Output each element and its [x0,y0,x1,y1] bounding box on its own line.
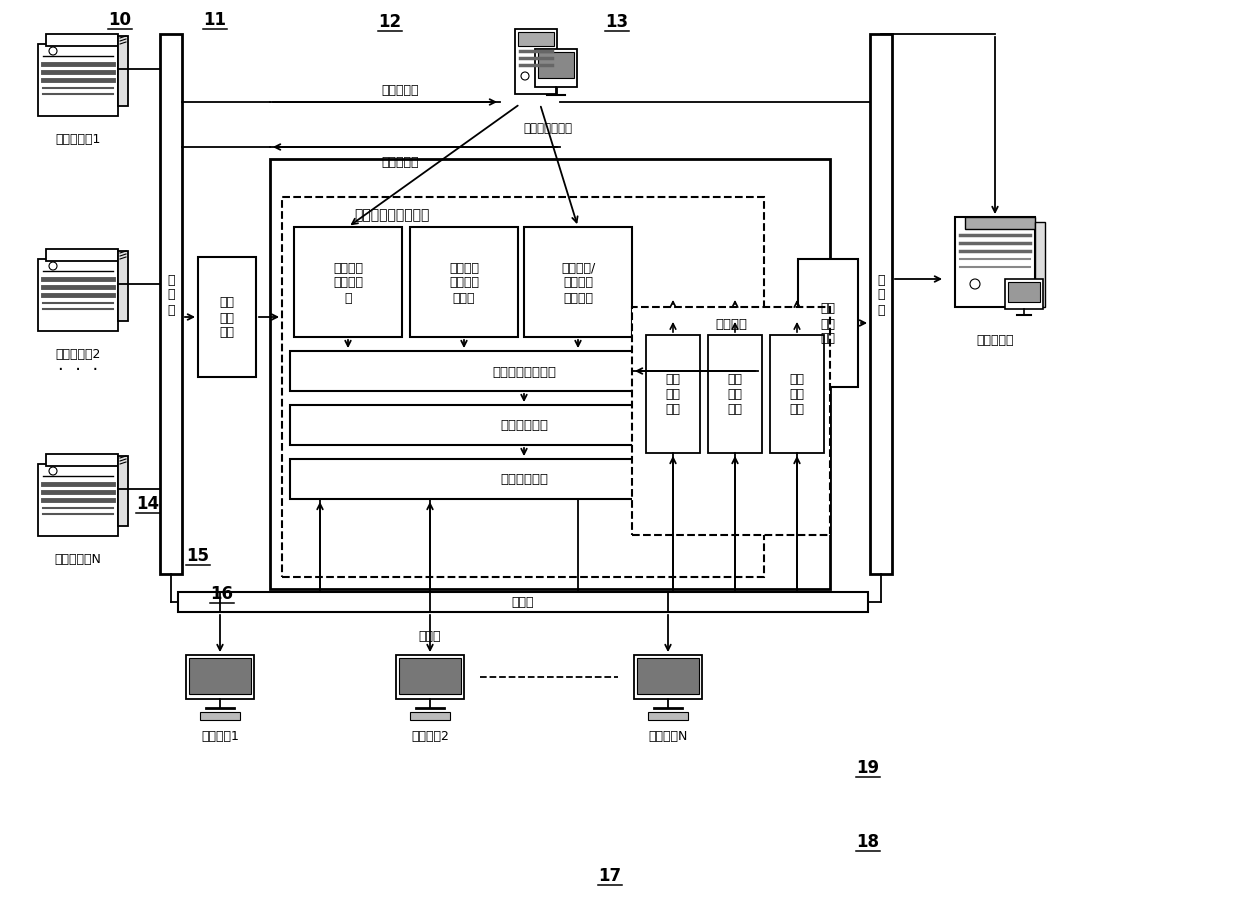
Text: 通道
管理
模块: 通道 管理 模块 [666,373,681,416]
Bar [179,592,868,612]
Bar [1035,223,1045,308]
Bar [410,228,518,338]
Bar [46,250,118,262]
Text: 状态监测与故障诊断: 状态监测与故障诊断 [355,208,430,222]
Bar [396,656,464,699]
Text: 数据服务器2: 数据服务器2 [56,348,100,360]
Bar [294,228,402,338]
Bar [270,160,830,590]
Bar [518,33,554,47]
Bar [38,464,118,536]
Text: 已解析数据: 已解析数据 [381,84,419,98]
Text: 19: 19 [857,759,879,777]
Bar [649,712,688,721]
Text: 18: 18 [857,832,879,850]
Bar [198,257,255,377]
Bar [799,260,858,387]
Text: 数据
解析
模块: 数据 解析 模块 [219,296,234,340]
Bar [955,218,1035,308]
Bar [200,712,241,721]
Text: ·  ·  ·: · · · [58,360,98,378]
Text: 数据服务器N: 数据服务器N [55,553,102,565]
Text: 以太网: 以太网 [512,596,534,609]
Text: 10: 10 [109,11,131,29]
Text: 电气传感
器振荡分
析模块: 电气传感 器振荡分 析模块 [449,261,479,304]
Circle shape [50,468,57,476]
Bar [637,658,699,694]
Bar [515,30,557,95]
Bar [290,405,758,445]
Text: 数据服务器1: 数据服务器1 [56,133,100,146]
Bar [634,656,702,699]
Bar [46,35,118,47]
Bar [1008,283,1040,303]
Text: 标准
管理
模块: 标准 管理 模块 [728,373,743,416]
Text: 监控视图模块: 监控视图模块 [500,473,548,486]
Text: 以
太
网: 以 太 网 [877,274,885,316]
Text: 数据管理: 数据管理 [715,318,746,330]
Bar [534,50,577,88]
Text: 故障
反馈
模块: 故障 反馈 模块 [790,373,805,416]
Text: 15: 15 [186,546,210,564]
Bar [186,656,254,699]
Bar [538,53,574,79]
Bar [525,228,632,338]
Text: 故障报警模块: 故障报警模块 [500,419,548,432]
Bar [708,336,763,453]
Bar [290,351,758,392]
Circle shape [970,280,980,290]
Text: 以太网: 以太网 [419,628,441,642]
Bar [770,336,825,453]
Text: 12: 12 [378,13,402,31]
Circle shape [50,263,57,271]
Text: 报表
报送
模块: 报表 报送 模块 [821,303,836,345]
Text: 旋转部件/
振动信号
分析模块: 旋转部件/ 振动信号 分析模块 [560,261,595,304]
Bar [38,45,118,116]
Text: 电脑终端1: 电脑终端1 [201,730,239,742]
Text: 电脑终端2: 电脑终端2 [412,730,449,742]
Bar [38,260,118,331]
Bar [870,35,892,574]
Circle shape [50,48,57,56]
Bar [399,658,461,694]
Bar [188,658,250,694]
Text: 伺服阀差
值分析模
块: 伺服阀差 值分析模 块 [334,261,363,304]
Bar [118,37,128,107]
Bar [965,218,1035,229]
Text: 以
太
网: 以 太 网 [167,274,175,316]
Text: 11: 11 [203,11,227,29]
Bar [632,308,830,535]
Bar [118,457,128,526]
Bar [160,35,182,574]
Text: 16: 16 [211,584,233,602]
Text: 待解析通道: 待解析通道 [381,155,419,168]
Bar [646,336,701,453]
Bar [290,460,758,499]
Bar [1004,280,1043,310]
Bar [281,198,764,577]
Text: 信息综合处理模块: 信息综合处理模块 [492,365,556,378]
Text: 应用程序服务器: 应用程序服务器 [523,122,573,135]
Text: 14: 14 [136,495,160,512]
Circle shape [521,73,529,81]
Text: 管理服务器: 管理服务器 [976,333,1014,347]
Text: 13: 13 [605,13,629,31]
Bar [46,454,118,467]
Bar [118,252,128,321]
Text: 17: 17 [599,866,621,884]
Text: 电脑终端N: 电脑终端N [649,730,688,742]
Bar [410,712,450,721]
